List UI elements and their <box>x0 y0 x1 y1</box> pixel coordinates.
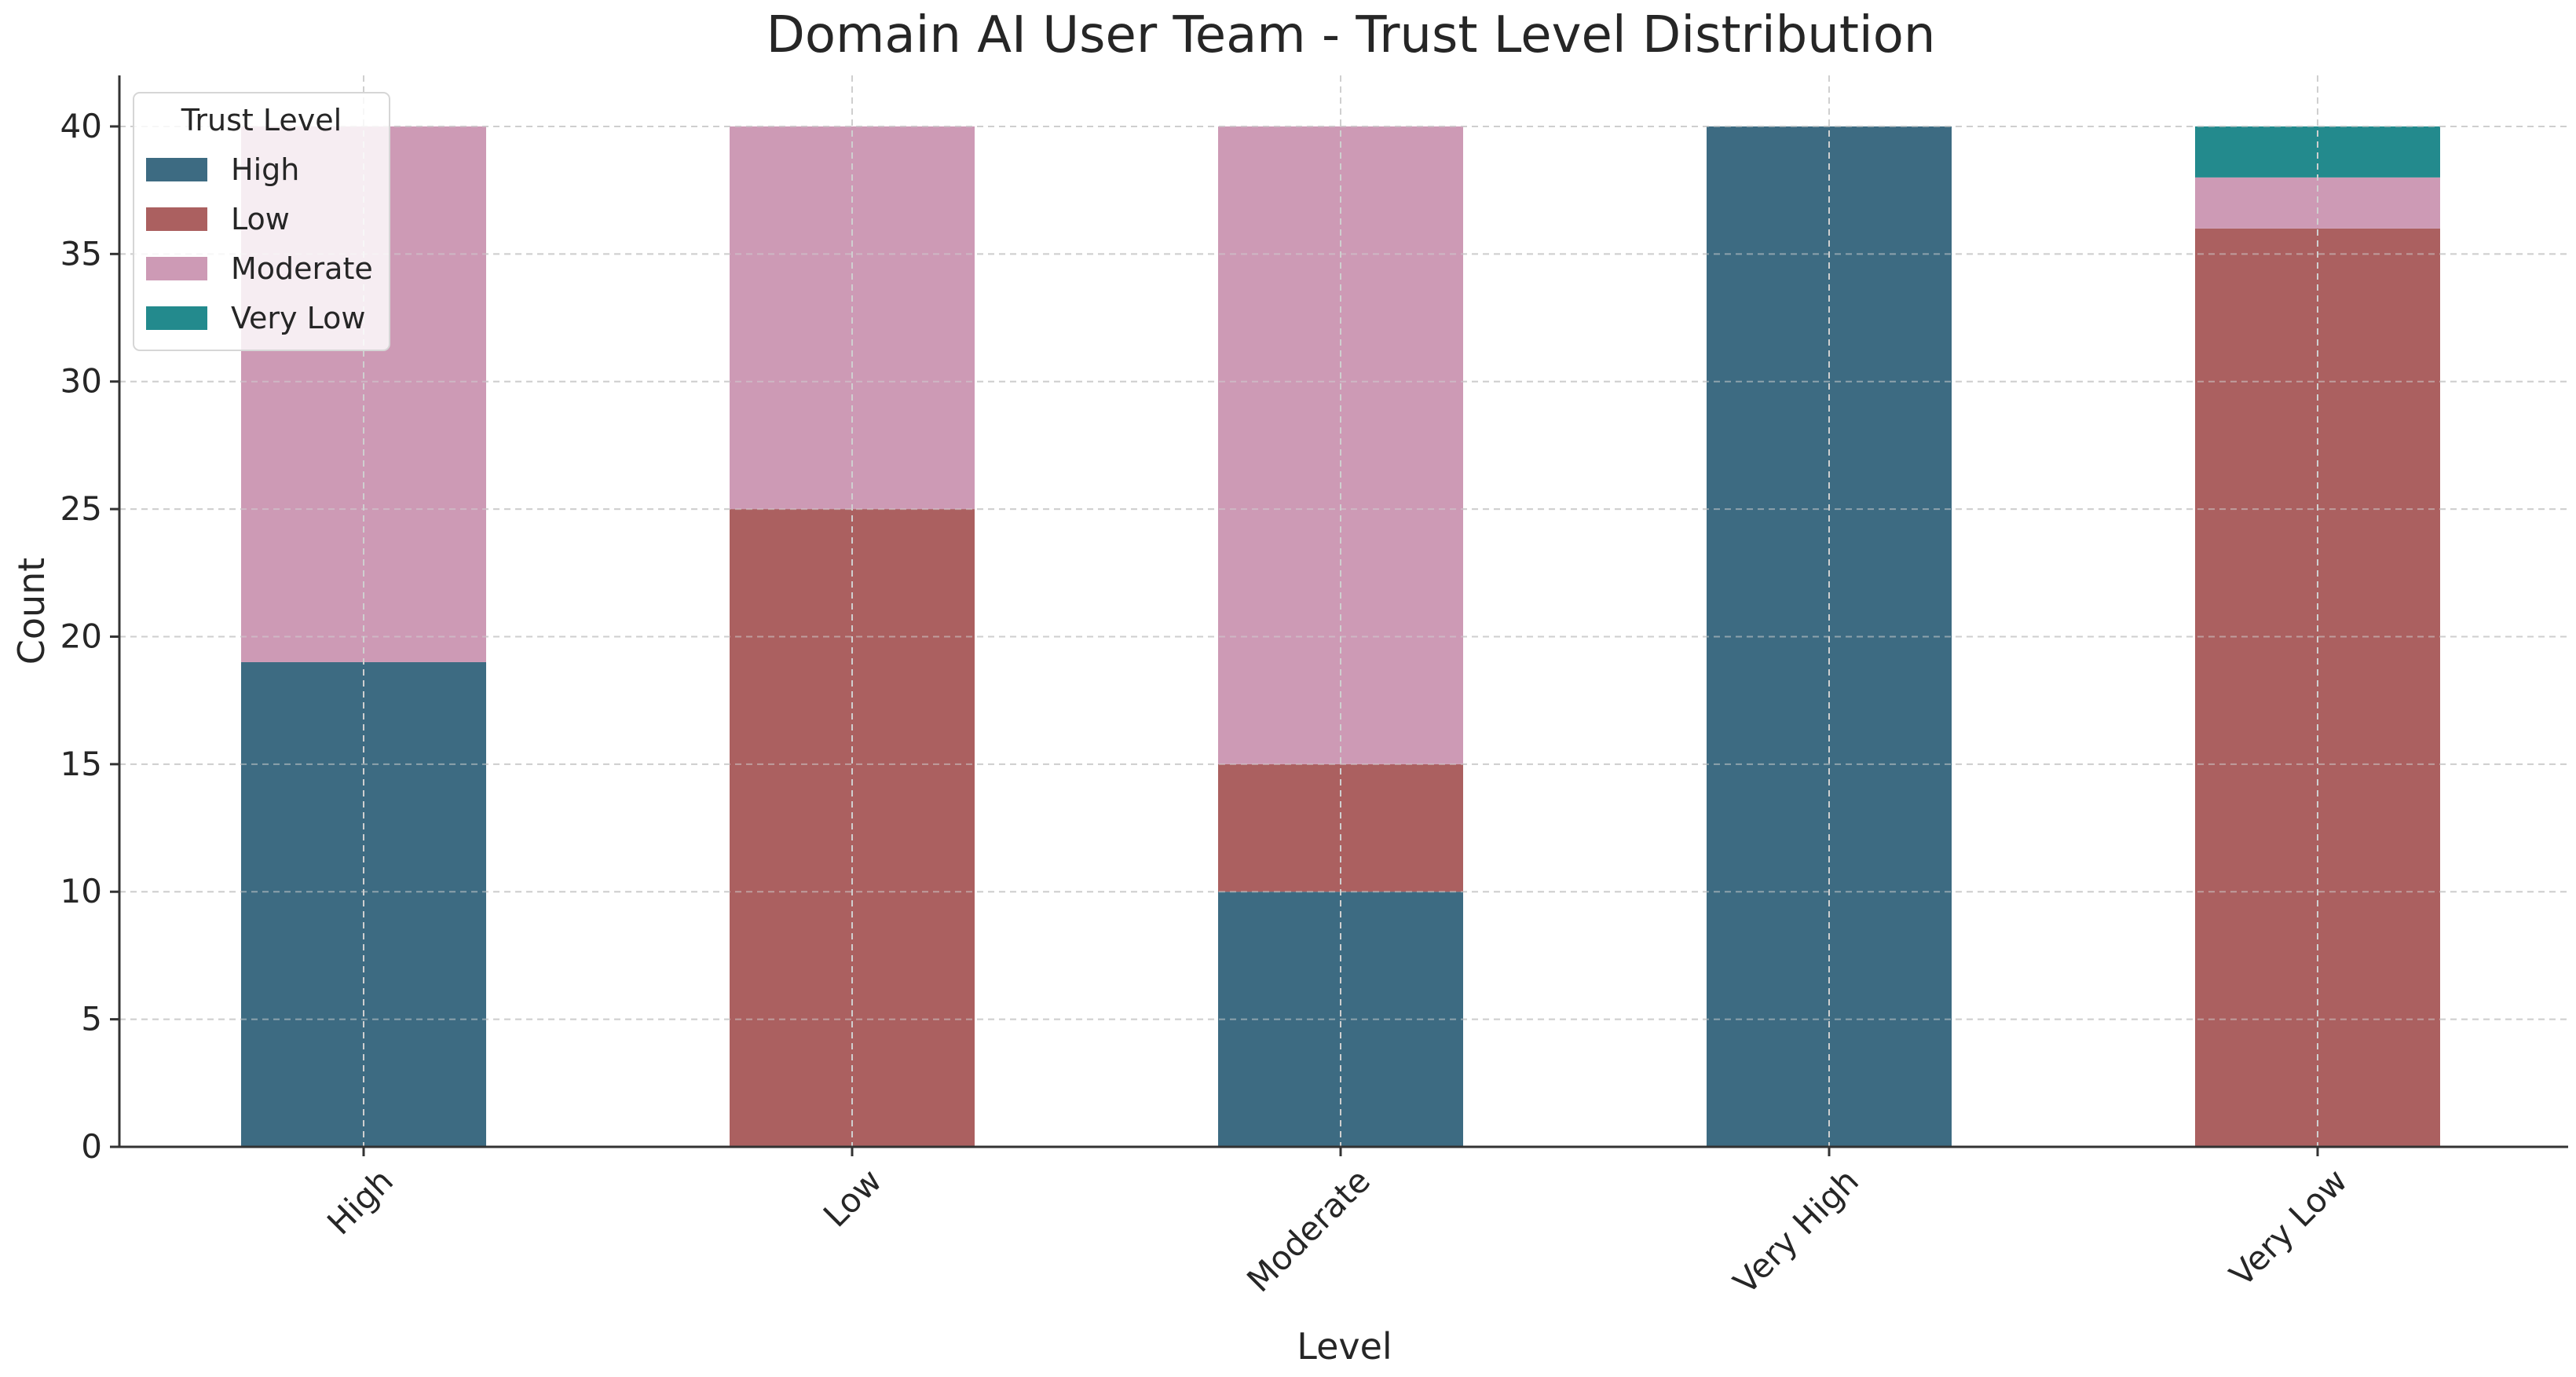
y-tick-label-0: 0 <box>81 1127 102 1166</box>
y-tick-label-25: 25 <box>60 489 102 528</box>
legend-label-very-low: Very Low <box>231 301 365 335</box>
y-tick-label-40: 40 <box>60 107 102 145</box>
y-axis-label: Count <box>10 558 53 665</box>
legend-box <box>133 92 390 351</box>
x-tick-label-very-low: Very Low <box>2222 1161 2355 1294</box>
x-ticks: High Low Moderate Very High Very Low <box>320 1147 2355 1302</box>
chart-title: Domain AI User Team - Trust Level Distri… <box>767 6 1936 64</box>
x-tick-label-low: Low <box>816 1161 889 1234</box>
x-axis-label: Level <box>1297 1325 1392 1368</box>
y-tick-label-10: 10 <box>60 872 102 910</box>
y-tick-label-15: 15 <box>60 745 102 783</box>
legend-label-moderate: Moderate <box>231 251 373 286</box>
y-tick-label-30: 30 <box>60 362 102 401</box>
x-tick-label-very-high: Very High <box>1726 1161 1866 1301</box>
legend-label-high: High <box>231 152 299 187</box>
legend: Trust Level High Low Moderate Very Low <box>133 92 390 351</box>
legend-swatch-very-low <box>146 306 207 330</box>
x-tick-label-high: High <box>320 1161 401 1242</box>
y-tick-label-5: 5 <box>81 1000 102 1038</box>
bars <box>119 75 2568 1148</box>
legend-label-low: Low <box>231 202 290 236</box>
y-ticks: 0 5 10 15 20 25 30 35 40 <box>60 107 119 1166</box>
legend-items: High Low Moderate Very Low <box>146 152 373 335</box>
legend-title: Trust Level <box>181 103 342 137</box>
legend-swatch-low <box>146 207 207 231</box>
x-tick-label-moderate: Moderate <box>1239 1161 1378 1299</box>
legend-swatch-moderate <box>146 257 207 280</box>
legend-swatch-high <box>146 158 207 181</box>
y-tick-label-20: 20 <box>60 617 102 655</box>
y-tick-label-35: 35 <box>60 234 102 273</box>
